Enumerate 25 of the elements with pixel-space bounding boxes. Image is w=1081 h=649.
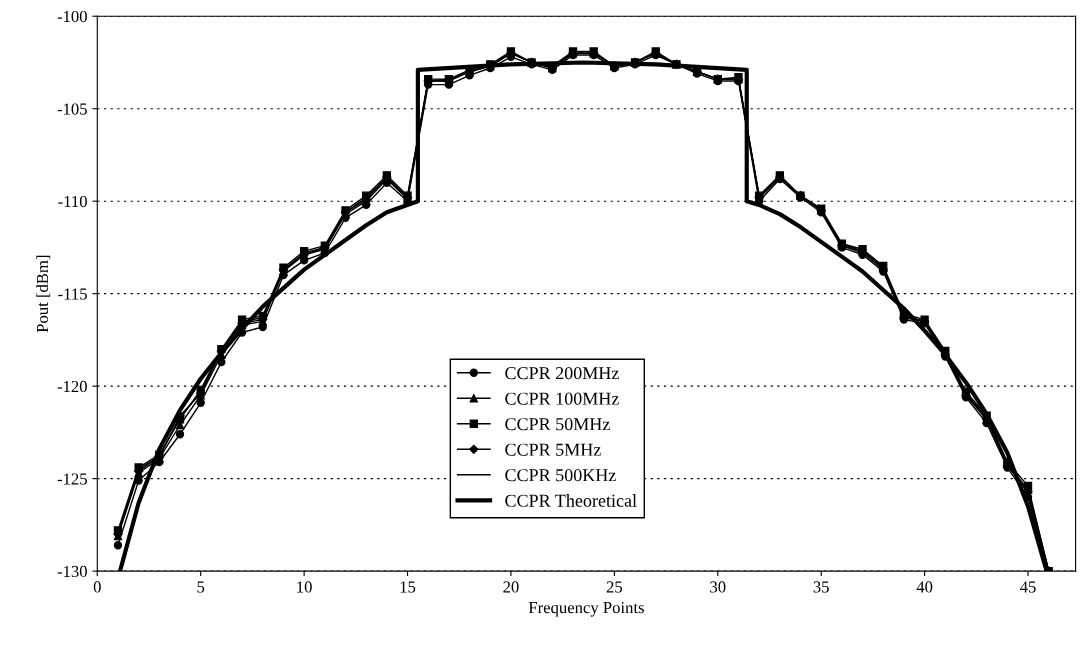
x-axis-title: Frequency Points [528,601,644,617]
y-tick-label: -120 [57,380,87,393]
legend-label: CCPR 200MHz [505,367,619,380]
y-tick-label: -105 [57,103,87,115]
legend-label: CCPR 500KHz [505,469,616,482]
x-tick-label: 30 [710,581,726,593]
x-tick-label: 15 [400,581,416,593]
x-tick-label: 5 [197,581,205,593]
x-tick-label: 25 [606,581,623,593]
x-tick-label: 35 [813,581,829,593]
y-tick-label: -115 [58,288,87,300]
y-tick-label: -125 [57,473,87,485]
legend-label: CCPR 50MHz [505,418,610,431]
x-tick-label: 40 [916,581,933,593]
x-tick-label: 10 [297,581,312,593]
legend-label: CCPR 5MHz [505,443,601,456]
y-tick-label: -110 [58,195,87,208]
y-axis-title: Pout [dBm] [36,255,51,333]
y-tick-label: -100 [57,10,87,23]
x-tick-label: 20 [503,581,519,593]
x-tick-label: 0 [93,581,101,593]
y-tick-label: -130 [57,565,87,578]
legend-label: CCPR Theoretical [505,494,637,507]
legend-label: CCPR 100MHz [505,392,619,405]
x-tick-label: 45 [1020,581,1036,593]
